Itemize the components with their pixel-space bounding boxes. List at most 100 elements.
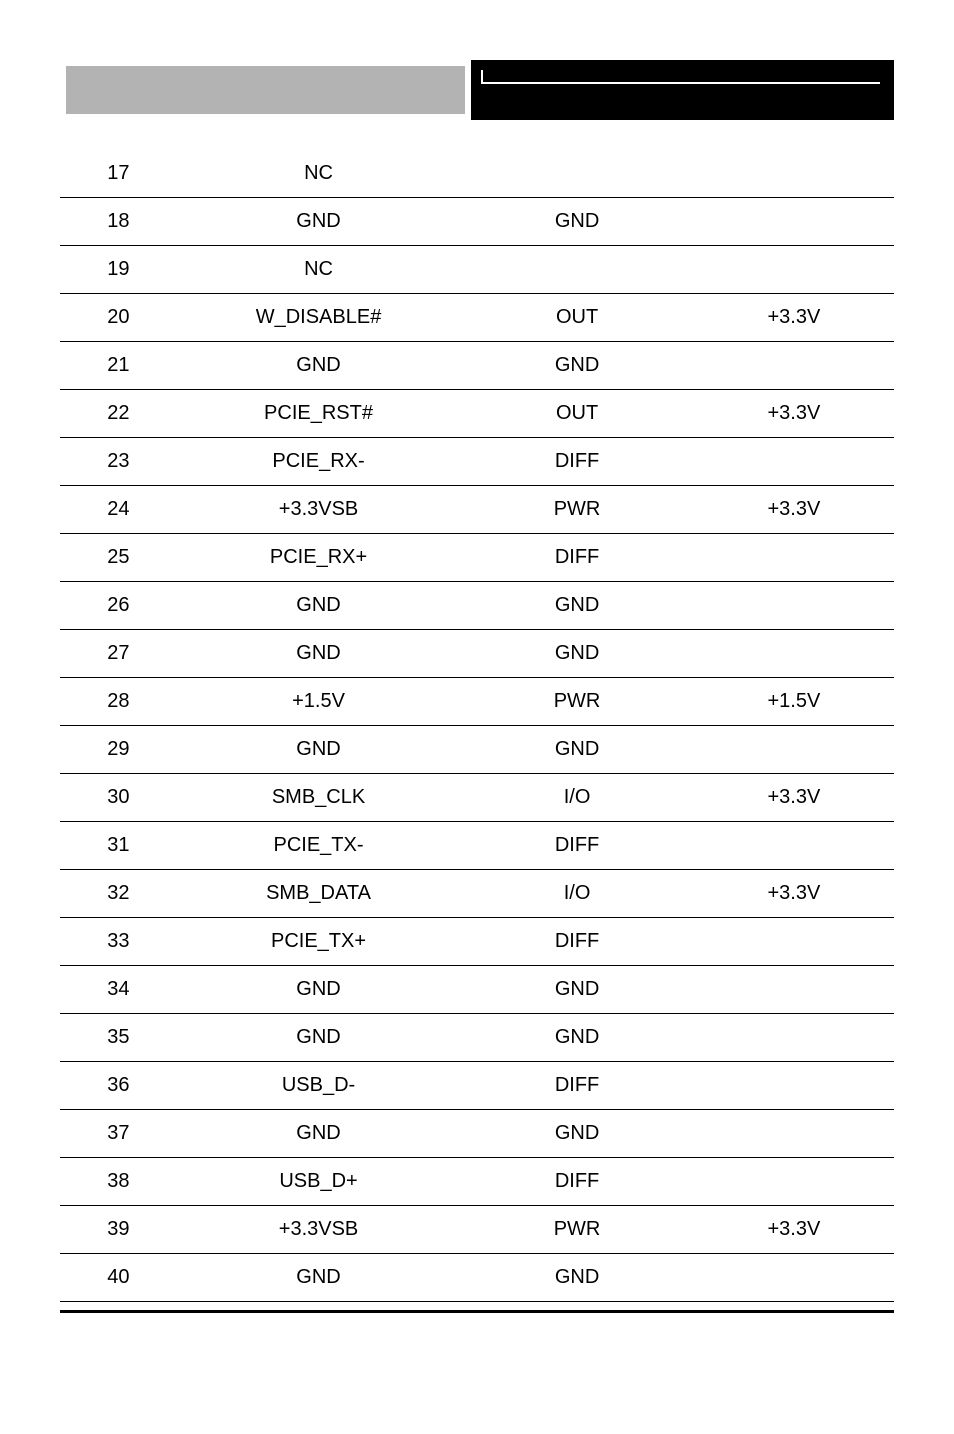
cell-pin: 39 xyxy=(60,1206,177,1254)
cell-signal: NC xyxy=(177,246,461,294)
cell-signal: USB_D- xyxy=(177,1062,461,1110)
cell-level xyxy=(694,1014,894,1062)
table-row: 39+3.3VSBPWR+3.3V xyxy=(60,1206,894,1254)
cell-type: I/O xyxy=(460,774,694,822)
table-row: 24+3.3VSBPWR+3.3V xyxy=(60,486,894,534)
table-row: 37GNDGND xyxy=(60,1110,894,1158)
cell-type: GND xyxy=(460,966,694,1014)
table-row: 17NC xyxy=(60,150,894,198)
cell-pin: 17 xyxy=(60,150,177,198)
cell-pin: 37 xyxy=(60,1110,177,1158)
cell-type: DIFF xyxy=(460,918,694,966)
cell-pin: 24 xyxy=(60,486,177,534)
pinout-table: 17NC18GNDGND19NC20W_DISABLE#OUT+3.3V21GN… xyxy=(60,150,894,1302)
cell-pin: 36 xyxy=(60,1062,177,1110)
cell-level xyxy=(694,726,894,774)
table-row: 36USB_D-DIFF xyxy=(60,1062,894,1110)
cell-pin: 40 xyxy=(60,1254,177,1302)
cell-type: DIFF xyxy=(460,1158,694,1206)
cell-type: DIFF xyxy=(460,438,694,486)
cell-level xyxy=(694,198,894,246)
table-row: 20W_DISABLE#OUT+3.3V xyxy=(60,294,894,342)
table-row: 23PCIE_RX-DIFF xyxy=(60,438,894,486)
table-row: 33PCIE_TX+DIFF xyxy=(60,918,894,966)
cell-type: PWR xyxy=(460,1206,694,1254)
header-right-panel xyxy=(471,60,894,120)
cell-signal: +3.3VSB xyxy=(177,486,461,534)
table-row: 40GNDGND xyxy=(60,1254,894,1302)
cell-level xyxy=(694,1110,894,1158)
cell-type: GND xyxy=(460,630,694,678)
cell-type: GND xyxy=(460,342,694,390)
cell-pin: 32 xyxy=(60,870,177,918)
cell-type: DIFF xyxy=(460,534,694,582)
cell-signal: PCIE_RST# xyxy=(177,390,461,438)
cell-type: GND xyxy=(460,1014,694,1062)
cell-level: +3.3V xyxy=(694,486,894,534)
cell-pin: 19 xyxy=(60,246,177,294)
pinout-table-wrap: 17NC18GNDGND19NC20W_DISABLE#OUT+3.3V21GN… xyxy=(60,150,894,1313)
cell-level: +3.3V xyxy=(694,294,894,342)
cell-type: OUT xyxy=(460,294,694,342)
cell-pin: 21 xyxy=(60,342,177,390)
cell-pin: 26 xyxy=(60,582,177,630)
cell-type: GND xyxy=(460,198,694,246)
cell-pin: 29 xyxy=(60,726,177,774)
cell-level: +1.5V xyxy=(694,678,894,726)
cell-type: GND xyxy=(460,582,694,630)
cell-level xyxy=(694,1062,894,1110)
cell-level: +3.3V xyxy=(694,870,894,918)
cell-pin: 31 xyxy=(60,822,177,870)
cell-pin: 22 xyxy=(60,390,177,438)
table-row: 28+1.5VPWR+1.5V xyxy=(60,678,894,726)
cell-type: DIFF xyxy=(460,822,694,870)
table-row: 38USB_D+DIFF xyxy=(60,1158,894,1206)
cell-signal: +1.5V xyxy=(177,678,461,726)
cell-type: PWR xyxy=(460,678,694,726)
cell-type xyxy=(460,246,694,294)
cell-level: +3.3V xyxy=(694,1206,894,1254)
cell-pin: 34 xyxy=(60,966,177,1014)
table-row: 34GNDGND xyxy=(60,966,894,1014)
cell-type: GND xyxy=(460,1254,694,1302)
cell-signal: GND xyxy=(177,1254,461,1302)
cell-pin: 27 xyxy=(60,630,177,678)
cell-level xyxy=(694,438,894,486)
cell-type: DIFF xyxy=(460,1062,694,1110)
table-row: 25PCIE_RX+DIFF xyxy=(60,534,894,582)
cell-signal: +3.3VSB xyxy=(177,1206,461,1254)
cell-pin: 28 xyxy=(60,678,177,726)
table-row: 18GNDGND xyxy=(60,198,894,246)
cell-type: OUT xyxy=(460,390,694,438)
table-row: 29GNDGND xyxy=(60,726,894,774)
cell-signal: GND xyxy=(177,1014,461,1062)
cell-pin: 20 xyxy=(60,294,177,342)
table-row: 35GNDGND xyxy=(60,1014,894,1062)
cell-level xyxy=(694,534,894,582)
cell-signal: GND xyxy=(177,630,461,678)
cell-signal: GND xyxy=(177,1110,461,1158)
cell-pin: 23 xyxy=(60,438,177,486)
cell-signal: GND xyxy=(177,726,461,774)
cell-pin: 30 xyxy=(60,774,177,822)
cell-level xyxy=(694,918,894,966)
table-row: 27GNDGND xyxy=(60,630,894,678)
cell-signal: GND xyxy=(177,342,461,390)
cell-pin: 35 xyxy=(60,1014,177,1062)
cell-level xyxy=(694,582,894,630)
cell-signal: GND xyxy=(177,582,461,630)
cell-signal: PCIE_TX+ xyxy=(177,918,461,966)
cell-type: I/O xyxy=(460,870,694,918)
cell-level xyxy=(694,246,894,294)
table-row: 31PCIE_TX-DIFF xyxy=(60,822,894,870)
table-row: 21GNDGND xyxy=(60,342,894,390)
table-row: 26GNDGND xyxy=(60,582,894,630)
cell-pin: 38 xyxy=(60,1158,177,1206)
cell-type: PWR xyxy=(460,486,694,534)
cell-level xyxy=(694,1254,894,1302)
cell-signal: PCIE_RX+ xyxy=(177,534,461,582)
cell-pin: 33 xyxy=(60,918,177,966)
table-row: 22PCIE_RST#OUT+3.3V xyxy=(60,390,894,438)
cell-signal: GND xyxy=(177,966,461,1014)
cell-signal: SMB_CLK xyxy=(177,774,461,822)
